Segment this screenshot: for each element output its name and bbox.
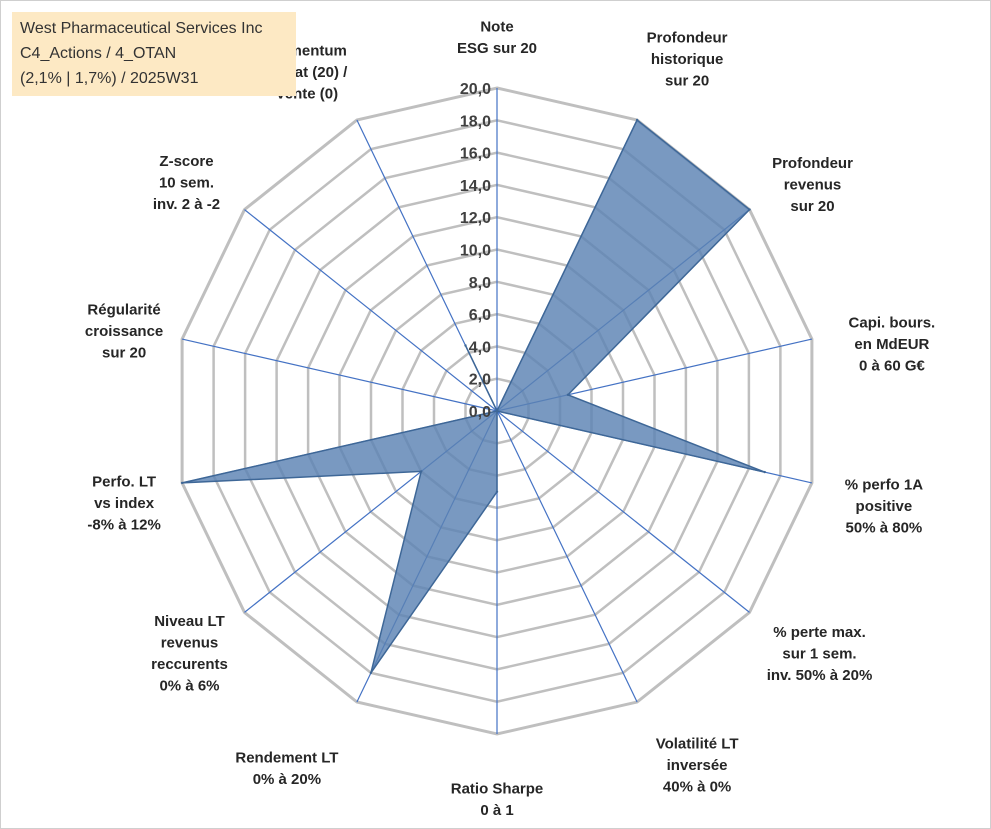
data-point	[495, 409, 499, 413]
axis-label: Profondeur historique sur 20	[647, 29, 728, 89]
tick-label: 2,0	[469, 372, 491, 389]
axis-spoke	[496, 410, 750, 613]
tick-label: 16,0	[460, 146, 491, 163]
tick-label: 4,0	[469, 339, 491, 356]
axis-label: % perte max. sur 1 sem. inv. 50% à 20%	[767, 624, 873, 684]
axis-label: Régularité croissance sur 20	[85, 302, 163, 362]
axis-spoke	[496, 410, 638, 703]
axis-label: Note ESG sur 20	[457, 18, 537, 57]
data-point	[763, 470, 766, 474]
axis-spoke	[244, 209, 498, 412]
axis-label: Capi. bours. en MdEUR 0 à 60 G€	[849, 315, 936, 375]
title-line-1: West Pharmaceutical Services Inc	[20, 20, 263, 37]
tick-label: 8,0	[469, 275, 491, 292]
data-point	[748, 208, 751, 211]
axis-labels: Note ESG sur 20 Profondeur historique sur 20…	[85, 18, 936, 819]
tick-labels: 0,0 2,0 4,0 6,0 8,0 10,0 12,0 14,0 16,0 18,0 20,0	[460, 81, 491, 421]
axis-label: Z-score 10 sem. inv. 2 à -2	[153, 153, 220, 213]
tick-label: 10,0	[460, 243, 491, 260]
data-point	[369, 671, 373, 675]
axis-label: Volatilité LT inversée 40% à 0%	[656, 735, 739, 795]
data-point	[566, 393, 570, 396]
data-point	[635, 118, 639, 122]
axis-label: % perfo 1A positive 50% à 80%	[845, 476, 924, 536]
axis-label: Ratio Sharpe 0 à 1	[451, 780, 544, 819]
axis-label: Rendement LT 0% à 20%	[235, 749, 338, 788]
title-line-2: C4_Actions / 4_OTAN	[20, 45, 177, 62]
data-point	[464, 344, 467, 347]
data-point	[420, 470, 423, 473]
tick-label: 20,0	[460, 81, 491, 98]
tick-label: 14,0	[460, 178, 491, 195]
tick-label: 18,0	[460, 113, 491, 130]
title-line-3: (2,1% | 1,7%) / 2025W31	[20, 70, 199, 87]
axis-label: Profondeur revenus sur 20	[772, 155, 853, 215]
tick-label: 0,0	[469, 404, 491, 421]
title-box: West Pharmaceutical Services Inc C4_Acti…	[12, 12, 296, 96]
axis-spoke	[181, 338, 498, 412]
axis-label: Niveau LT revenus reccurents 0% à 6%	[151, 613, 228, 695]
data-point	[495, 490, 499, 493]
tick-label: 12,0	[460, 210, 491, 227]
tick-label: 6,0	[469, 307, 491, 324]
axis-label: Perfo. LT vs index -8% à 12%	[87, 473, 160, 533]
data-point	[180, 481, 184, 485]
series-layer	[180, 118, 766, 675]
